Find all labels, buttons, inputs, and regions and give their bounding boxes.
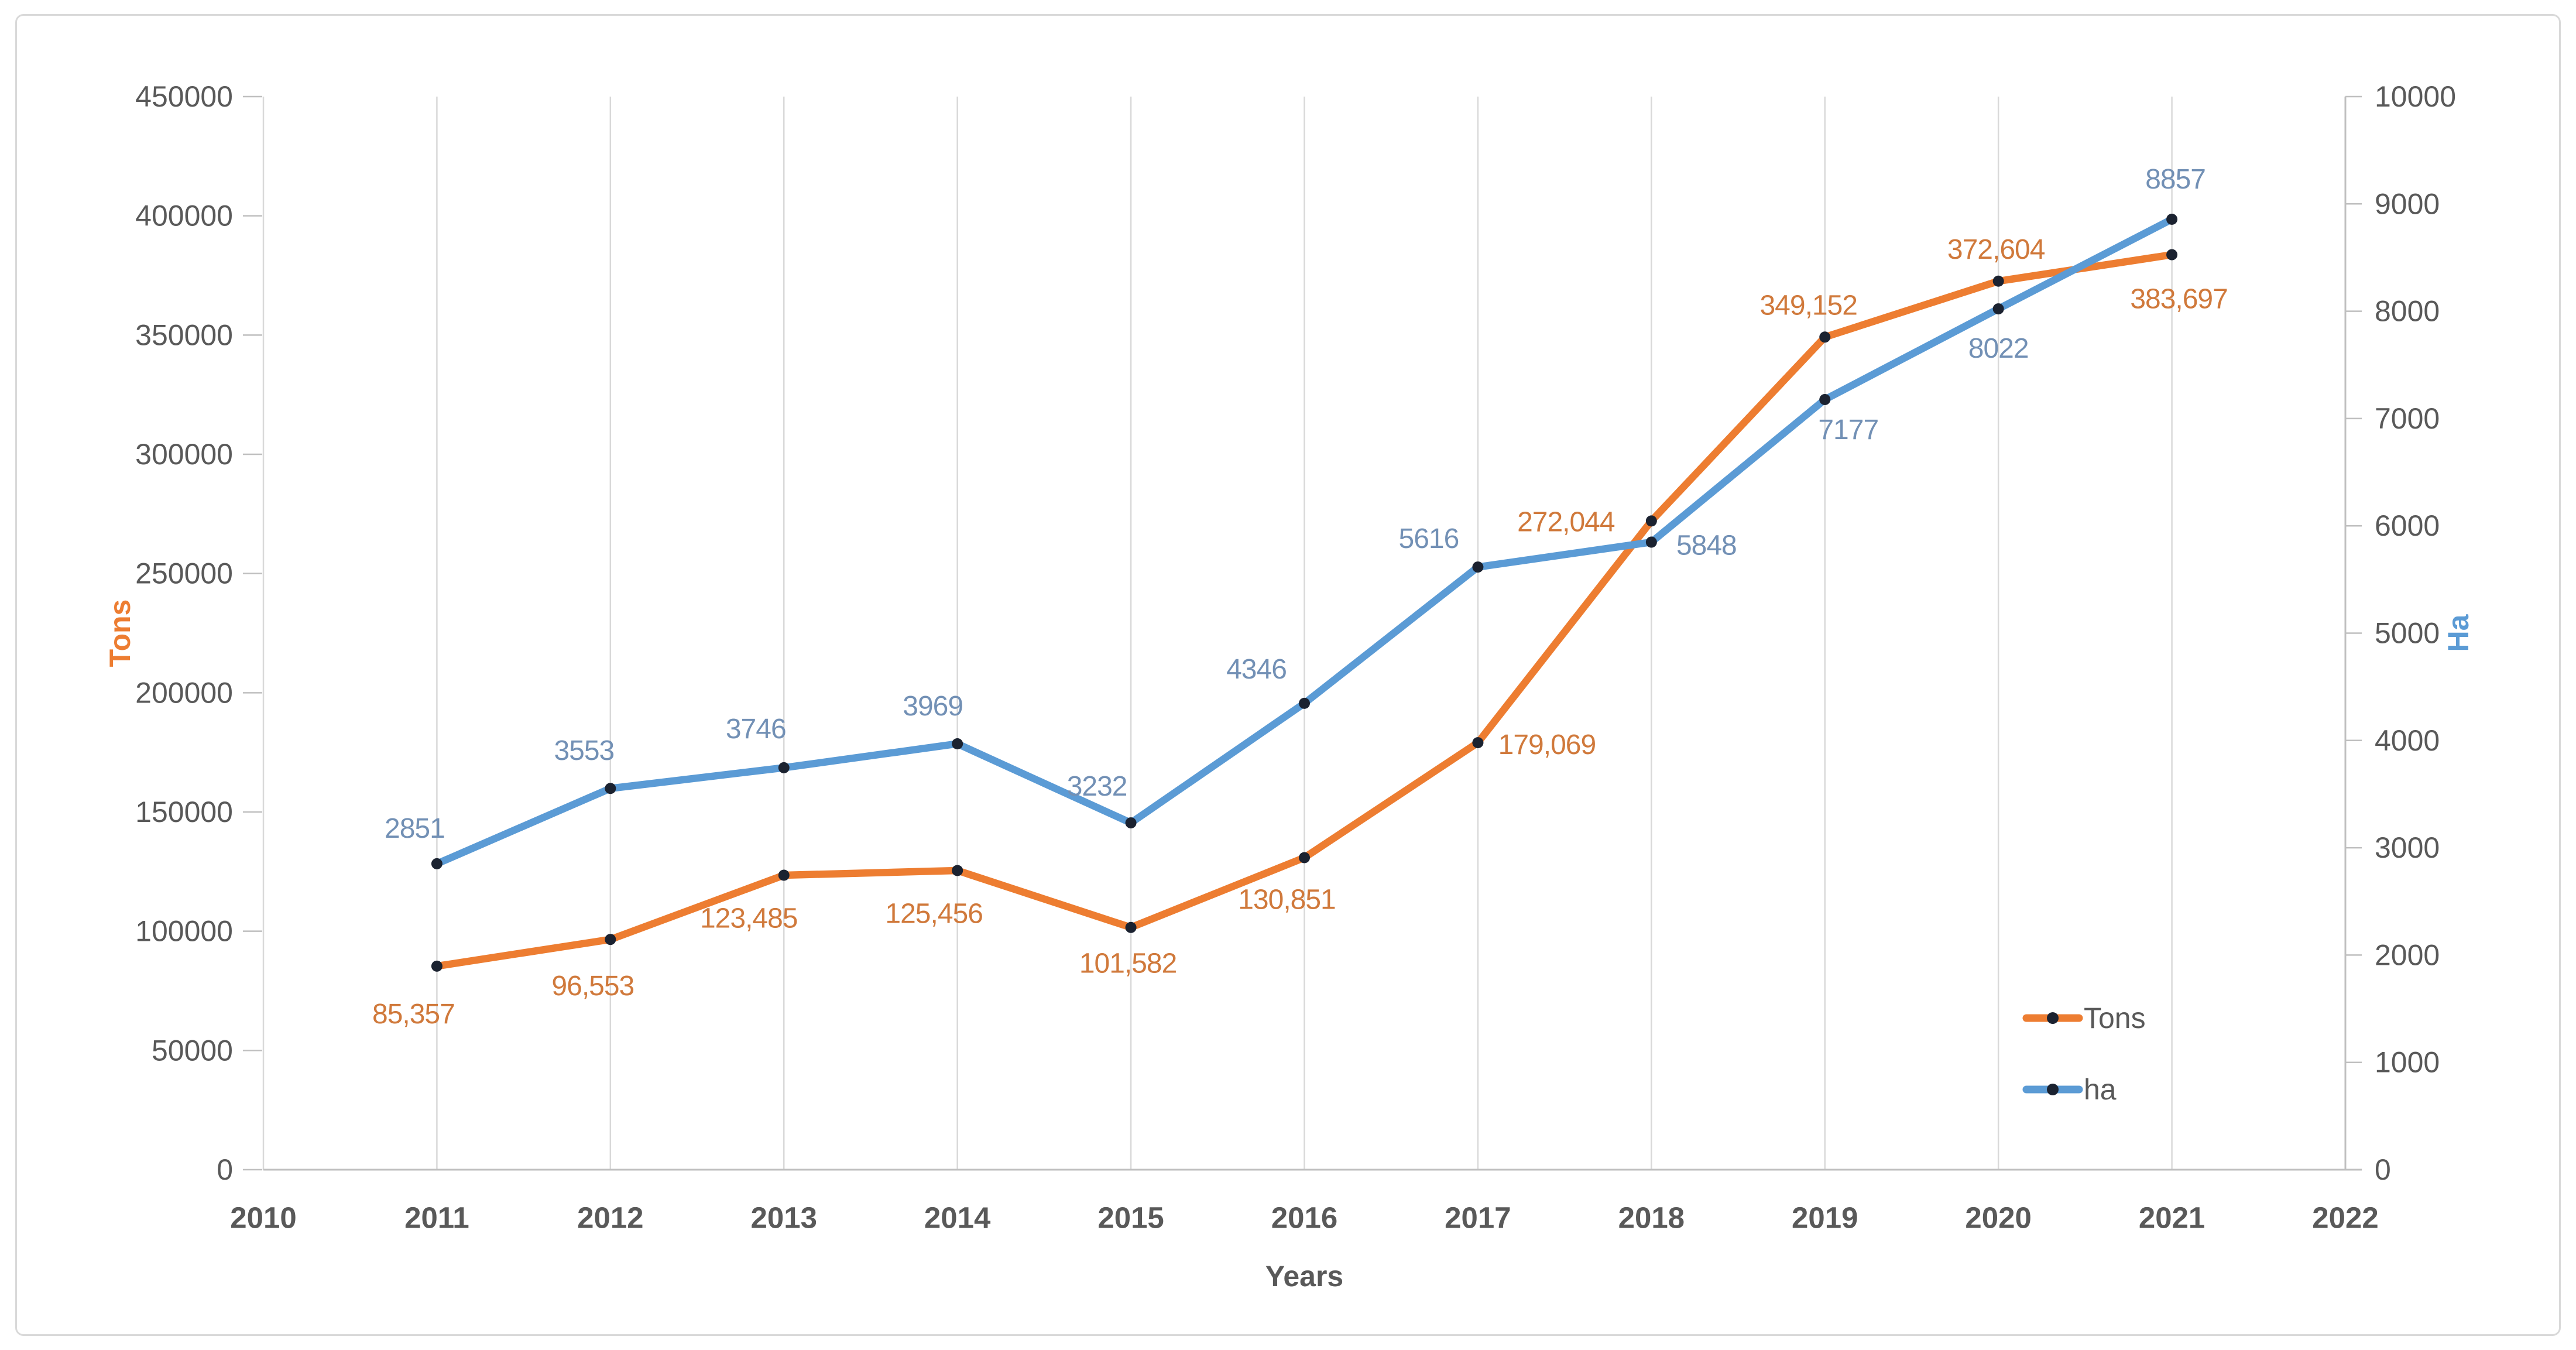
data-label-ha: 3746 bbox=[726, 714, 786, 745]
data-point-marker-ha bbox=[431, 858, 443, 869]
data-label-tons: 96,553 bbox=[551, 971, 634, 1002]
y-axis-label-right: 7000 bbox=[2375, 402, 2440, 435]
data-point-marker-ha bbox=[1645, 536, 1657, 548]
x-axis-label: 2015 bbox=[1097, 1201, 1164, 1235]
x-axis-label: 2021 bbox=[2139, 1201, 2205, 1235]
data-label-ha: 5616 bbox=[1399, 523, 1459, 554]
data-label-ha: 5848 bbox=[1676, 530, 1737, 561]
x-axis-label: 2014 bbox=[924, 1201, 991, 1235]
data-point-marker-tons bbox=[1819, 331, 1831, 343]
legend-label-ha: ha bbox=[2084, 1073, 2117, 1106]
data-label-ha: 4346 bbox=[1226, 654, 1287, 685]
data-point-marker-tons bbox=[2166, 249, 2178, 261]
data-label-tons: 179,069 bbox=[1498, 729, 1596, 760]
data-point-marker-ha bbox=[1299, 697, 1310, 709]
data-point-marker-ha bbox=[1472, 561, 1484, 573]
data-label-ha: 2851 bbox=[385, 813, 445, 844]
y-axis-label-left: 250000 bbox=[135, 557, 233, 590]
y-axis-label-right: 0 bbox=[2375, 1153, 2391, 1186]
data-label-ha: 7177 bbox=[1818, 414, 1878, 446]
y-axis-label-left: 450000 bbox=[135, 80, 233, 113]
data-point-marker-tons bbox=[952, 865, 963, 876]
y-axis-label-left: 300000 bbox=[135, 438, 233, 471]
y-axis-label-left: 0 bbox=[217, 1153, 233, 1186]
data-point-marker-tons bbox=[605, 934, 616, 945]
y-axis-label-left: 400000 bbox=[135, 200, 233, 232]
y-axis-label-left: 50000 bbox=[152, 1034, 233, 1067]
data-point-marker-tons bbox=[1125, 921, 1137, 933]
data-point-marker-tons bbox=[1992, 275, 2004, 287]
y-axis-label-left: 150000 bbox=[135, 796, 233, 828]
x-axis-label: 2012 bbox=[577, 1201, 643, 1235]
data-label-tons: 85,357 bbox=[372, 999, 455, 1030]
y-axis-label-left: 100000 bbox=[135, 915, 233, 948]
x-axis-label: 2011 bbox=[404, 1201, 469, 1235]
legend-marker-ha bbox=[2047, 1084, 2059, 1095]
data-point-marker-tons bbox=[1299, 852, 1310, 864]
y-axis-label-right: 2000 bbox=[2375, 938, 2440, 971]
data-label-tons: 101,582 bbox=[1079, 948, 1177, 979]
data-point-marker-tons bbox=[778, 869, 790, 881]
y-axis-label-left: 350000 bbox=[135, 318, 233, 351]
data-point-marker-tons bbox=[431, 960, 443, 972]
y-axis-label-right: 8000 bbox=[2375, 295, 2440, 328]
y-axis-label-right: 5000 bbox=[2375, 617, 2440, 650]
x-axis-label: 2022 bbox=[2312, 1201, 2378, 1235]
x-axis-label: 2017 bbox=[1445, 1201, 1511, 1235]
data-label-ha: 8022 bbox=[1968, 333, 2029, 364]
data-label-tons: 383,697 bbox=[2130, 284, 2228, 315]
x-axis-label: 2013 bbox=[751, 1201, 817, 1235]
data-point-marker-tons bbox=[1472, 737, 1484, 749]
left-axis-title: Tons bbox=[104, 599, 136, 667]
data-point-marker-ha bbox=[605, 783, 616, 794]
y-axis-label-right: 1000 bbox=[2375, 1046, 2440, 1079]
legend-label-tons: Tons bbox=[2084, 1002, 2146, 1034]
x-axis-label: 2020 bbox=[1965, 1201, 2031, 1235]
y-axis-label-right: 10000 bbox=[2375, 80, 2456, 113]
data-point-marker-ha bbox=[1992, 303, 2004, 315]
legend-marker-tons bbox=[2047, 1012, 2059, 1024]
y-axis-label-right: 6000 bbox=[2375, 509, 2440, 542]
data-label-tons: 123,485 bbox=[700, 903, 798, 934]
data-label-ha: 3969 bbox=[903, 691, 963, 722]
data-label-tons: 130,851 bbox=[1238, 885, 1336, 916]
data-point-marker-ha bbox=[952, 738, 963, 749]
data-label-ha: 8857 bbox=[2145, 164, 2205, 195]
data-point-marker-ha bbox=[2166, 214, 2178, 225]
data-label-ha: 3553 bbox=[554, 735, 614, 766]
y-axis-label-right: 9000 bbox=[2375, 187, 2440, 220]
x-axis-label: 2016 bbox=[1271, 1201, 1337, 1235]
data-point-marker-tons bbox=[1645, 515, 1657, 527]
x-axis-title: Years bbox=[1265, 1260, 1343, 1293]
data-label-tons: 349,152 bbox=[1759, 290, 1857, 321]
y-axis-label-right: 3000 bbox=[2375, 831, 2440, 864]
data-label-ha: 3232 bbox=[1067, 771, 1127, 802]
x-axis-label: 2010 bbox=[230, 1201, 296, 1235]
data-label-tons: 125,456 bbox=[885, 898, 983, 929]
x-axis-label: 2018 bbox=[1618, 1201, 1685, 1235]
data-label-tons: 272,044 bbox=[1517, 506, 1615, 537]
y-axis-label-left: 200000 bbox=[135, 676, 233, 709]
data-point-marker-ha bbox=[1819, 393, 1831, 405]
right-axis-title: Ha bbox=[2442, 614, 2475, 652]
data-point-marker-ha bbox=[778, 762, 790, 773]
data-label-tons: 372,604 bbox=[1947, 234, 2045, 265]
y-axis-label-right: 4000 bbox=[2375, 724, 2440, 757]
x-axis-label: 2019 bbox=[1792, 1201, 1858, 1235]
data-point-marker-ha bbox=[1125, 817, 1137, 829]
